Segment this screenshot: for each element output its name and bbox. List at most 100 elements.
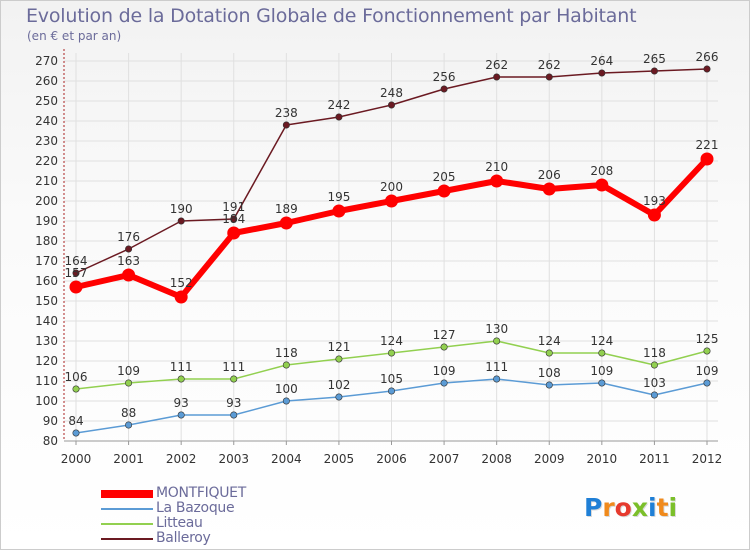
legend-label: Litteau [156,515,203,531]
data-label-la-bazoque: 111 [485,360,508,374]
data-point-la-bazoque [650,391,658,399]
y-tick-label: 150 [35,294,58,308]
data-label-litteau: 121 [327,340,350,354]
data-point-litteau [125,379,133,387]
data-label-balleroy: 176 [117,230,140,244]
legend-swatch [101,523,153,525]
data-point-litteau [335,355,343,363]
data-point-balleroy [650,67,658,75]
data-label-montfiquet: 210 [485,160,508,174]
logo-letter: P [584,493,603,522]
data-label-litteau: 106 [65,370,88,384]
data-label-montfiquet: 208 [590,164,613,178]
data-point-balleroy [440,85,448,93]
data-point-litteau [545,349,553,357]
legend-swatch [101,490,153,498]
data-point-litteau [387,349,395,357]
legend-swatch [101,538,153,540]
data-label-la-bazoque: 108 [538,366,561,380]
data-label-litteau: 130 [485,322,508,336]
data-point-litteau [650,361,658,369]
data-label-balleroy: 190 [170,202,193,216]
data-label-la-bazoque: 109 [590,364,613,378]
legend-label: MONTFIQUET [156,485,246,501]
data-point-balleroy [282,121,290,129]
data-point-la-bazoque [493,375,501,383]
data-point-balleroy [703,65,711,73]
legend-swatch [101,508,153,510]
x-tick-label: 2006 [376,452,407,466]
data-point-la-bazoque [177,411,185,419]
data-label-litteau: 127 [433,328,456,342]
chart-subtitle: (en € et par an) [27,29,122,43]
y-tick-label: 200 [35,194,58,208]
data-label-litteau: 111 [170,360,193,374]
data-label-balleroy: 265 [643,52,666,66]
data-point-balleroy [545,73,553,81]
y-tick-label: 190 [35,214,58,228]
data-point-la-bazoque [230,411,238,419]
x-tick-label: 2010 [587,452,618,466]
logo-letter: t [656,493,669,522]
data-label-balleroy: 238 [275,106,298,120]
x-tick-label: 2007 [429,452,460,466]
data-point-balleroy [335,113,343,121]
data-label-la-bazoque: 84 [68,414,83,428]
data-point-litteau [440,343,448,351]
data-label-balleroy: 242 [327,98,350,112]
x-tick-label: 2001 [113,452,144,466]
data-label-montfiquet: 221 [696,138,719,152]
data-point-la-bazoque [125,421,133,429]
data-point-balleroy [177,217,185,225]
data-point-montfiquet [69,280,83,294]
chart-title: Evolution de la Dotation Globale de Fonc… [26,5,637,27]
y-tick-label: 120 [35,354,58,368]
y-tick-label: 180 [35,234,58,248]
data-point-montfiquet [174,290,188,304]
data-label-montfiquet: 163 [117,254,140,268]
data-point-litteau [703,347,711,355]
data-point-balleroy [72,269,80,277]
data-point-litteau [177,375,185,383]
data-label-la-bazoque: 93 [226,396,241,410]
data-label-montfiquet: 184 [222,212,245,226]
data-point-la-bazoque [440,379,448,387]
data-point-montfiquet [595,178,609,192]
y-tick-label: 100 [35,394,58,408]
data-label-la-bazoque: 100 [275,382,298,396]
data-point-montfiquet [227,226,241,240]
y-tick-label: 80 [43,434,58,448]
data-point-montfiquet [279,216,293,230]
data-label-litteau: 118 [643,346,666,360]
proxiti-logo: Proxiti [584,493,677,522]
data-label-la-bazoque: 103 [643,376,666,390]
data-point-balleroy [598,69,606,77]
data-point-montfiquet [122,268,136,282]
data-label-montfiquet: 189 [275,202,298,216]
data-label-litteau: 124 [538,334,561,348]
data-point-montfiquet [647,208,661,222]
data-label-balleroy: 262 [538,58,561,72]
data-label-montfiquet: 193 [643,194,666,208]
logo-letter: r [602,493,615,522]
logo-letter: i [648,493,657,522]
y-tick-label: 160 [35,274,58,288]
y-tick-label: 130 [35,334,58,348]
data-point-montfiquet [385,194,398,208]
data-point-litteau [493,337,501,345]
data-label-balleroy: 266 [696,50,719,64]
data-point-balleroy [387,101,395,109]
y-tick-label: 240 [35,114,58,128]
y-tick-label: 90 [43,414,58,428]
x-tick-label: 2012 [692,452,723,466]
y-tick-label: 210 [35,174,58,188]
data-label-la-bazoque: 109 [433,364,456,378]
y-tick-label: 250 [35,94,58,108]
data-label-balleroy: 256 [433,70,456,84]
data-label-balleroy: 264 [590,54,613,68]
data-label-montfiquet: 200 [380,180,403,194]
data-point-la-bazoque [72,429,80,437]
x-tick-label: 2004 [271,452,302,466]
data-point-la-bazoque [545,381,553,389]
data-label-litteau: 111 [222,360,245,374]
